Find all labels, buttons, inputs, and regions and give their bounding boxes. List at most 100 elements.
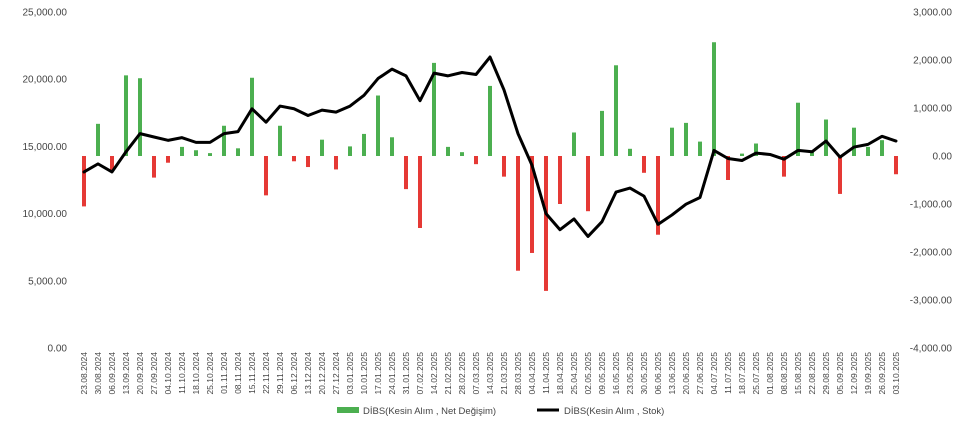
net-change-bar	[432, 62, 436, 156]
net-change-bar	[572, 132, 576, 156]
net-change-bar	[208, 153, 212, 156]
net-change-bar	[684, 122, 688, 156]
x-tick-label: 23.08.2024	[79, 352, 89, 395]
net-change-bar	[236, 148, 240, 156]
x-tick-label: 16.05.2025	[611, 352, 621, 395]
x-tick-label: 20.12.2024	[317, 352, 327, 395]
net-change-bar	[614, 65, 618, 156]
net-change-bar	[348, 146, 352, 156]
left-tick-label: 25,000.00	[23, 8, 68, 19]
x-tick-label: 06.12.2024	[289, 352, 299, 395]
x-tick-label: 11.07.2025	[723, 352, 733, 394]
net-change-bar	[600, 110, 604, 156]
x-tick-label: 27.06.2025	[695, 352, 705, 395]
x-tick-label: 14.03.2025	[485, 352, 495, 395]
left-tick-label: 0.00	[48, 344, 68, 355]
left-axis-ticks: 0.00 5,000.00 10,000.00 15,000.00 20,000.00 2…	[23, 8, 68, 355]
right-tick-label: -4,000.00	[910, 344, 953, 355]
x-tick-label: 11.04.2025	[541, 352, 551, 394]
x-tick-label: 28.02.2025	[457, 352, 467, 395]
left-tick-label: 15,000.00	[23, 142, 68, 153]
x-tick-label: 17.01.2025	[373, 352, 383, 395]
stock-line	[82, 55, 898, 238]
right-tick-label: 2,000.00	[913, 56, 952, 67]
net-change-bar	[264, 156, 268, 196]
x-tick-label: 25.07.2025	[751, 352, 761, 395]
net-change-bar	[726, 156, 730, 180]
x-tick-label: 27.09.2024	[149, 352, 159, 395]
x-tick-label: 30.05.2025	[639, 352, 649, 395]
x-tick-label: 23.05.2025	[625, 352, 635, 395]
x-tick-label: 19.09.2025	[863, 352, 873, 395]
net-change-bar	[810, 150, 814, 156]
net-change-bar	[796, 102, 800, 156]
net-change-bar	[404, 156, 408, 190]
legend: DİBS(Kesin Alım , Net Değişim) DİBS(Kesi…	[337, 406, 664, 417]
legend-swatch-bar	[337, 407, 359, 413]
net-change-bar	[824, 119, 828, 156]
x-tick-label: 20.09.2024	[135, 352, 145, 395]
x-tick-label: 29.11.2024	[275, 352, 285, 394]
x-tick-label: 27.12.2024	[331, 352, 341, 395]
x-tick-label: 18.04.2025	[555, 352, 565, 395]
net-change-bar	[152, 156, 156, 178]
net-change-bar	[488, 85, 492, 156]
net-change-bar	[250, 77, 254, 156]
x-tick-label: 18.07.2025	[737, 352, 747, 395]
right-tick-label: 1,000.00	[913, 104, 952, 115]
x-tick-label: 20.06.2025	[681, 352, 691, 395]
x-tick-label: 06.06.2025	[653, 352, 663, 395]
x-tick-label: 13.12.2024	[303, 352, 313, 395]
x-tick-label: 26.09.2025	[877, 352, 887, 395]
x-tick-label: 08.11.2024	[233, 352, 243, 394]
x-tick-label: 01.11.2024	[219, 352, 229, 394]
net-change-bar	[222, 125, 226, 156]
net-change-bar	[656, 156, 660, 235]
net-change-bar	[642, 156, 646, 173]
x-tick-label: 12.09.2025	[849, 352, 859, 395]
x-tick-label: 04.07.2025	[709, 352, 719, 395]
right-tick-label: -1,000.00	[910, 200, 953, 211]
x-tick-label: 02.05.2025	[583, 352, 593, 395]
legend-label-line: DİBS(Kesin Alım , Stok)	[564, 406, 664, 417]
x-tick-label: 15.08.2025	[793, 352, 803, 395]
left-tick-label: 20,000.00	[23, 75, 68, 86]
net-change-bar	[292, 156, 296, 162]
net-change-bar	[278, 125, 282, 156]
net-change-bar	[194, 150, 198, 156]
x-tick-label: 24.01.2025	[387, 352, 397, 395]
net-change-bar	[558, 156, 562, 204]
x-tick-label: 01.08.2025	[765, 352, 775, 395]
x-tick-label: 31.01.2025	[401, 352, 411, 395]
x-tick-label: 28.03.2025	[513, 352, 523, 395]
x-tick-label: 22.08.2025	[807, 352, 817, 395]
x-tick-label: 03.01.2025	[345, 352, 355, 395]
right-tick-label: -3,000.00	[910, 296, 953, 307]
x-tick-label: 04.04.2025	[527, 352, 537, 395]
x-tick-label: 29.08.2025	[821, 352, 831, 395]
right-tick-label: 3,000.00	[913, 8, 952, 19]
x-tick-label: 04.10.2024	[163, 352, 173, 395]
net-change-bar	[894, 156, 898, 175]
x-tick-label: 25.10.2024	[205, 352, 215, 395]
net-change-bar	[446, 146, 450, 156]
x-tick-label: 15.11.2024	[247, 352, 257, 394]
net-change-bar	[418, 156, 422, 228]
x-tick-label: 13.09.2024	[121, 352, 131, 395]
net-change-bar	[362, 133, 366, 156]
net-change-bar	[110, 156, 114, 171]
net-change-bar	[712, 42, 716, 156]
x-axis-ticks: 23.08.2024 30.08.2024 06.09.2024 13.09.2024…	[79, 352, 901, 395]
net-change-bar	[376, 95, 380, 156]
net-change-bar	[82, 156, 86, 207]
x-tick-label: 03.10.2025	[891, 352, 901, 395]
x-tick-label: 07.03.2025	[471, 352, 481, 395]
right-axis-ticks: -4,000.00 -3,000.00 -2,000.00 -1,000.00 0.00…	[910, 8, 953, 355]
net-change-bar	[124, 75, 128, 156]
left-tick-label: 5,000.00	[28, 276, 67, 287]
x-tick-label: 22.11.2024	[261, 352, 271, 394]
x-tick-label: 09.05.2025	[597, 352, 607, 395]
x-tick-label: 08.08.2025	[779, 352, 789, 395]
net-change-bar	[740, 153, 744, 156]
x-tick-label: 14.02.2025	[429, 352, 439, 395]
